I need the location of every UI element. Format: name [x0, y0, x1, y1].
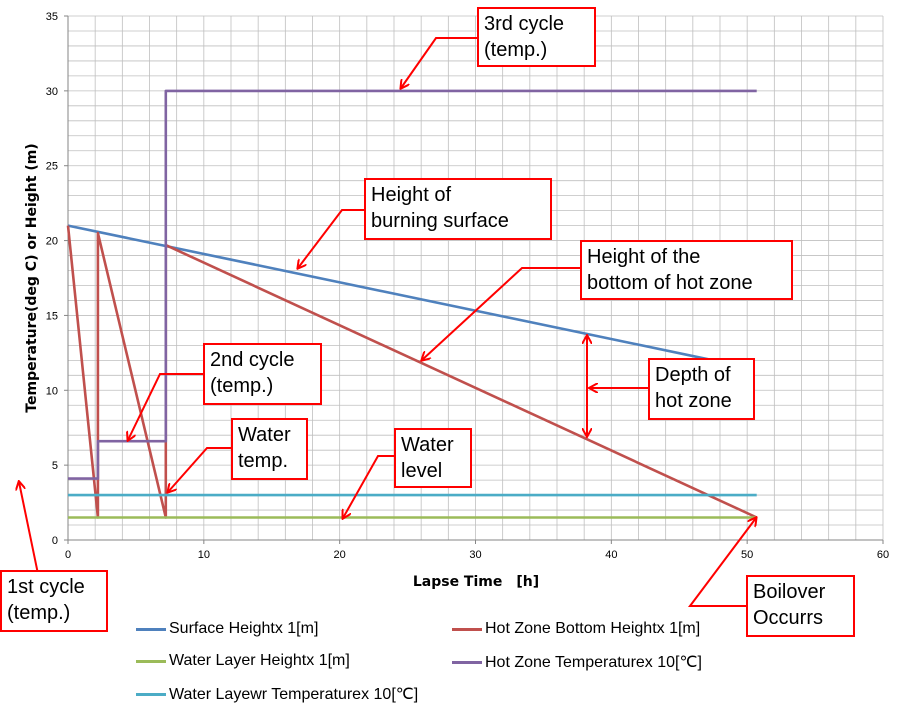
annotation-burning-surface: Height of burning surface [364, 178, 552, 240]
arrow-water-level [343, 455, 394, 518]
x-tick-label: 0 [65, 549, 71, 561]
axes: 0 10 20 30 40 50 60 0 5 10 15 20 25 30 35 [46, 11, 889, 561]
y-tick-label: 30 [46, 86, 58, 98]
annotation-text: 3rd cycle (temp.) [484, 13, 565, 61]
y-tick-label: 10 [46, 385, 58, 397]
annotation-depth-hot-zone: Depth of hot zone [648, 358, 755, 420]
x-tick-label: 20 [334, 549, 346, 561]
legend-swatch [136, 627, 166, 631]
x-tick-label: 60 [877, 549, 889, 561]
y-tick-label: 35 [46, 11, 58, 23]
arrow-3rd-cycle [401, 37, 477, 88]
x-axis-title: Lapse Time [h] [413, 574, 539, 590]
annotation-text: Water level [401, 434, 454, 482]
legend-item-surface-height: Surface Heightx 1[m] [136, 620, 318, 638]
legend-label: Hot Zone Temperaturex 10[℃] [485, 654, 702, 671]
arrow-boilover [688, 518, 756, 607]
legend-swatch [136, 692, 166, 696]
annotation-text: Boilover Occurrs [753, 581, 826, 629]
legend-label: Hot Zone Bottom Heightx 1[m] [485, 620, 701, 637]
annotation-text: Height of the bottom of hot zone [587, 246, 753, 294]
x-tick-label: 40 [605, 549, 617, 561]
legend-swatch [452, 660, 482, 664]
annotation-text: 1st cycle (temp.) [7, 576, 85, 624]
annotation-2nd-cycle: 2nd cycle (temp.) [203, 343, 322, 405]
annotation-text: Height of burning surface [371, 184, 509, 232]
arrow-burning-surface [298, 209, 364, 268]
legend-label: Water Layer Heightx 1[m] [169, 652, 350, 669]
series-line-2 [66, 225, 758, 519]
x-tick-label: 30 [469, 549, 481, 561]
y-axis-title: Temperature(deg C) or Height (m) [24, 143, 40, 412]
annotation-arrows [19, 37, 756, 607]
annotation-3rd-cycle: 3rd cycle (temp.) [477, 7, 596, 67]
annotation-hot-zone-bottom: Height of the bottom of hot zone [580, 240, 793, 300]
annotation-water-temp: Water temp. [231, 418, 308, 480]
y-tick-label: 5 [52, 460, 58, 472]
legend-item-hot-zone-bottom: Hot Zone Bottom Heightx 1[m] [452, 620, 700, 638]
annotation-text: Water temp. [238, 424, 291, 472]
annotation-boilover: Boilover Occurrs [746, 575, 855, 637]
series-line-1 [67, 224, 714, 362]
y-tick-label: 15 [46, 310, 58, 322]
annotation-text: 2nd cycle (temp.) [210, 349, 295, 397]
legend-item-water-layer-temperature: Water Layewr Temperaturex 10[℃] [136, 684, 418, 704]
y-tick-label: 20 [46, 236, 58, 248]
annotation-text: Depth of hot zone [655, 364, 732, 412]
legend-label: Water Layewr Temperaturex 10[℃] [169, 686, 419, 703]
legend-swatch [452, 627, 482, 631]
x-tick-label: 50 [741, 549, 753, 561]
legend-swatch [136, 659, 166, 663]
legend-item-water-layer-height: Water Layer Heightx 1[m] [136, 652, 350, 670]
annotation-water-level: Water level [394, 428, 472, 488]
legend-item-hot-zone-temperature: Hot Zone Temperaturex 10[℃] [452, 652, 702, 672]
x-tick-label: 10 [198, 549, 210, 561]
y-tick-label: 25 [46, 161, 58, 173]
annotation-1st-cycle: 1st cycle (temp.) [0, 570, 108, 632]
arrow-2nd-cycle [128, 373, 203, 440]
arrow-water-temp [168, 447, 231, 492]
arrow-hot-zone-bottom [422, 267, 580, 360]
legend-label: Surface Heightx 1[m] [169, 620, 319, 637]
y-tick-label: 0 [52, 535, 58, 547]
